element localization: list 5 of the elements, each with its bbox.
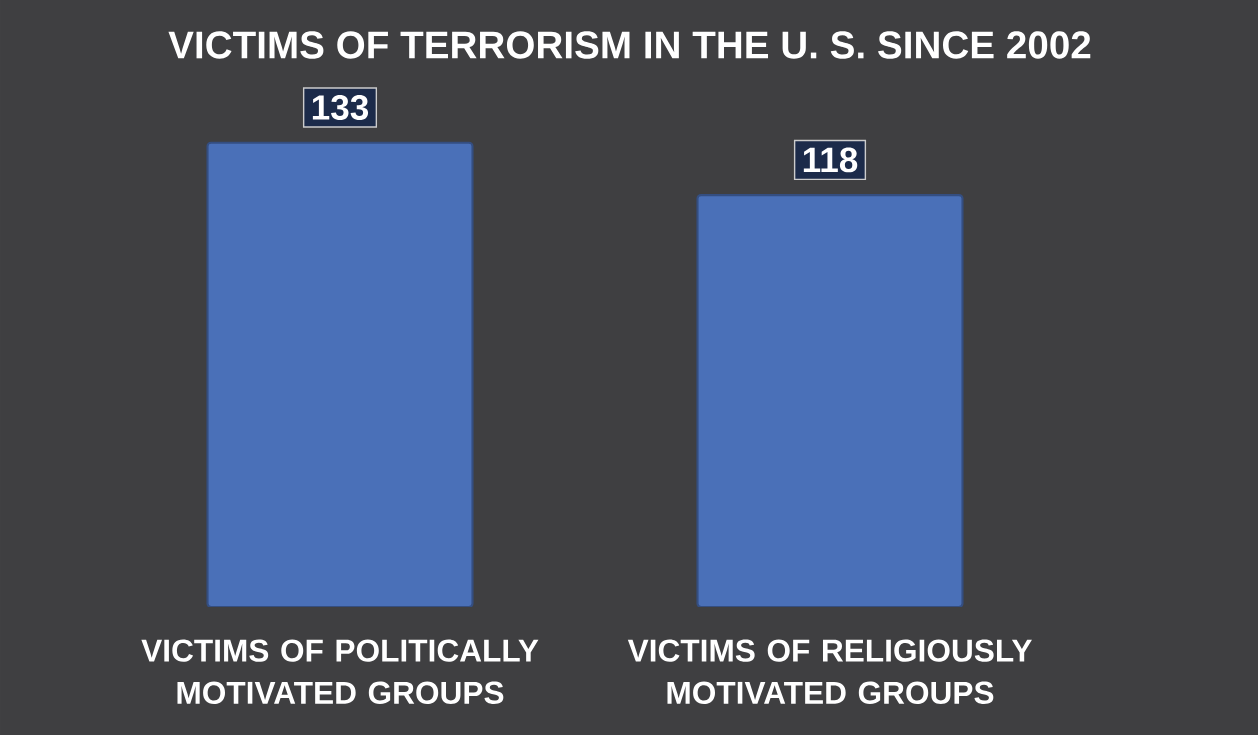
data-label: 118 (803, 147, 858, 173)
x-tick-label: VICTIMS OF POLITICALLY MOTIVATED GROUPS (141, 639, 539, 705)
x-tick-label: VICTIMS OF RELIGIOUSLY MOTIVATED GROUPS (627, 639, 1032, 705)
data-label: 133 (312, 95, 369, 120)
chart-title: VICTIMS OF TERRORISM IN THE U. S. SINCE 2002 (168, 31, 1091, 59)
